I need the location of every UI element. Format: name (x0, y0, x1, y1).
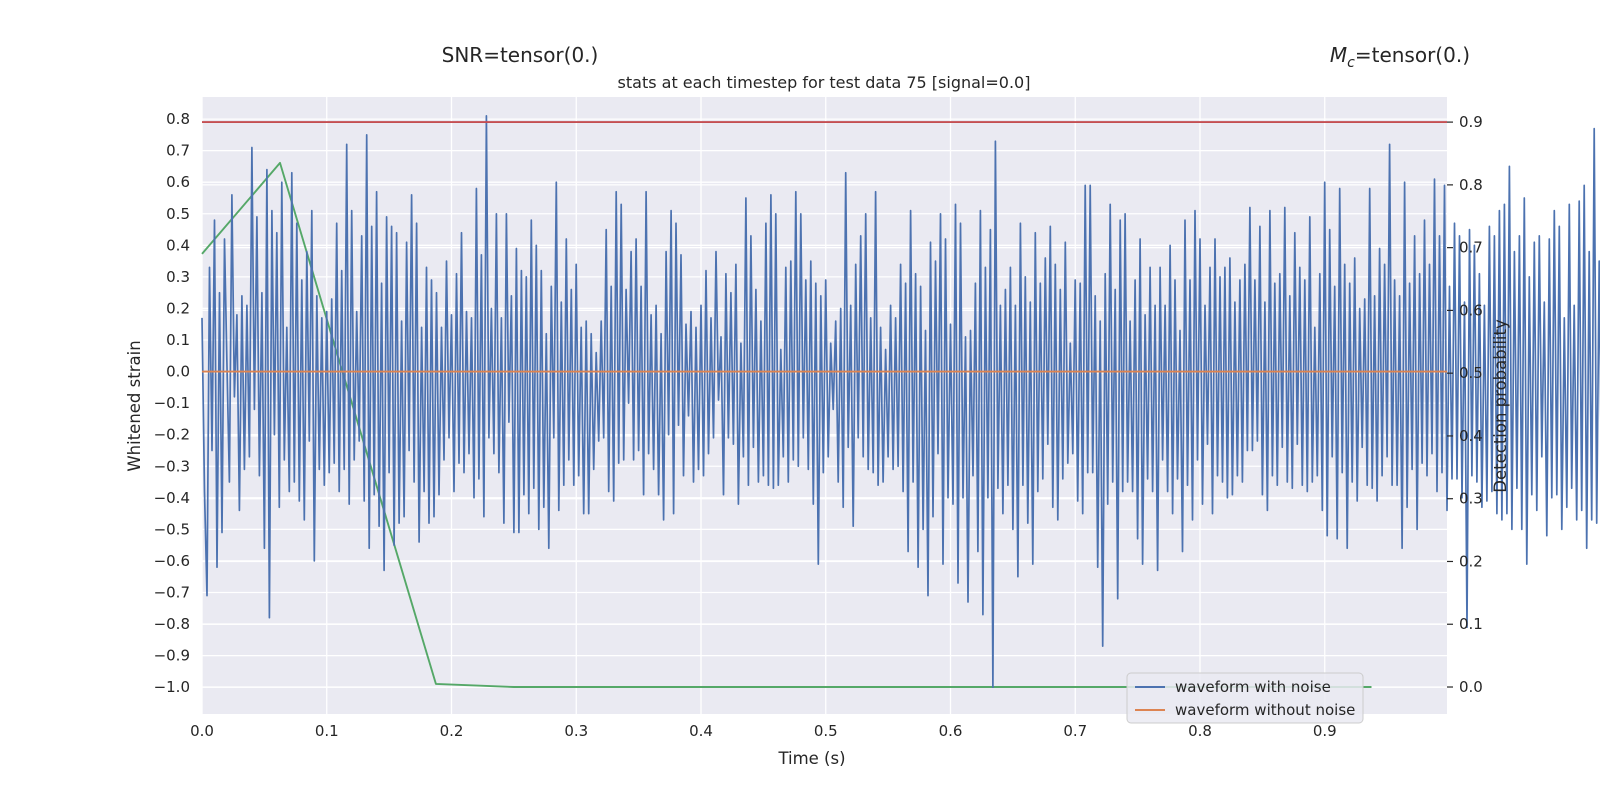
x-tick-label: 0.2 (440, 722, 464, 740)
y2-tick-label: 0.5 (1459, 364, 1483, 382)
y-tick-label: −1.0 (154, 678, 190, 696)
y-tick-label: −0.7 (154, 583, 190, 601)
y-tick-label: 0.7 (166, 142, 190, 160)
y-tick-label: 0.5 (166, 205, 190, 223)
right-y-axis-ticks: 0.9 0.8 0.7 0.6 0.5 0.4 0.3 0.2 0.1 0.0 (1447, 113, 1483, 696)
y-tick-label: 0.2 (166, 299, 190, 317)
x-tick-label: 0.0 (190, 722, 214, 740)
x-tick-label: 0.6 (939, 722, 963, 740)
legend-label: waveform with noise (1175, 678, 1331, 696)
y-tick-label: −0.9 (154, 647, 190, 665)
y2-tick-label: 0.6 (1459, 301, 1483, 319)
y2-tick-label: 0.2 (1459, 552, 1483, 570)
snr-title: SNR=tensor(0.) (442, 43, 599, 67)
y2-tick-label: 0.1 (1459, 615, 1483, 633)
y-tick-label: −0.3 (154, 457, 190, 475)
y-tick-label: 0.6 (166, 173, 190, 191)
x-tick-label: 0.1 (315, 722, 339, 740)
y2-tick-label: 0.8 (1459, 176, 1483, 194)
y-tick-label: −0.4 (154, 489, 190, 507)
x-tick-label: 0.4 (689, 722, 713, 740)
axes-title: stats at each timestep for test data 75 … (618, 73, 1031, 92)
x-tick-label: 0.5 (814, 722, 838, 740)
y-tick-label: 0.0 (166, 363, 190, 381)
x-axis-ticks: 0.0 0.1 0.2 0.3 0.4 0.5 0.6 0.7 0.8 0.9 (190, 722, 1337, 740)
legend-label: waveform without noise (1175, 701, 1355, 719)
y-tick-label: −0.2 (154, 426, 190, 444)
y-tick-label: 0.3 (166, 268, 190, 286)
x-tick-label: 0.7 (1063, 722, 1087, 740)
x-tick-label: 0.8 (1188, 722, 1212, 740)
y2-axis-label: Detection probability (1491, 319, 1510, 493)
x-tick-label: 0.3 (564, 722, 588, 740)
left-y-axis-ticks: 0.8 0.7 0.6 0.5 0.4 0.3 0.2 0.1 0.0 −0.1 −0.2 −0.3 −… (154, 110, 190, 696)
y2-tick-label: 0.0 (1459, 678, 1483, 696)
y2-tick-label: 0.3 (1459, 490, 1483, 508)
y2-tick-label: 0.9 (1459, 113, 1483, 131)
series-noisy-waveform (201, 115, 1600, 689)
y-axis-label: Whitened strain (125, 340, 144, 471)
y-tick-label: −0.1 (154, 394, 190, 412)
x-tick-label: 0.9 (1313, 722, 1337, 740)
mc-title-rest: =tensor(0.) (1355, 43, 1470, 67)
y-tick-label: −0.6 (154, 552, 190, 570)
y2-tick-label: 0.7 (1459, 239, 1483, 257)
legend-box (1126, 672, 1364, 724)
legend: waveform with noise waveform without nois… (1126, 672, 1364, 724)
mc-title: Mc=tensor(0.) (1330, 43, 1470, 71)
y-tick-label: −0.5 (154, 520, 190, 538)
mc-title-symbol: M (1330, 43, 1347, 67)
y-tick-label: 0.4 (166, 236, 190, 254)
y-tick-label: 0.1 (166, 331, 190, 349)
y-tick-label: −0.8 (154, 615, 190, 633)
x-axis-label: Time (s) (777, 749, 845, 768)
mc-title-subscript: c (1347, 55, 1355, 71)
y2-tick-label: 0.4 (1459, 427, 1483, 445)
y-tick-label: 0.8 (166, 110, 190, 128)
